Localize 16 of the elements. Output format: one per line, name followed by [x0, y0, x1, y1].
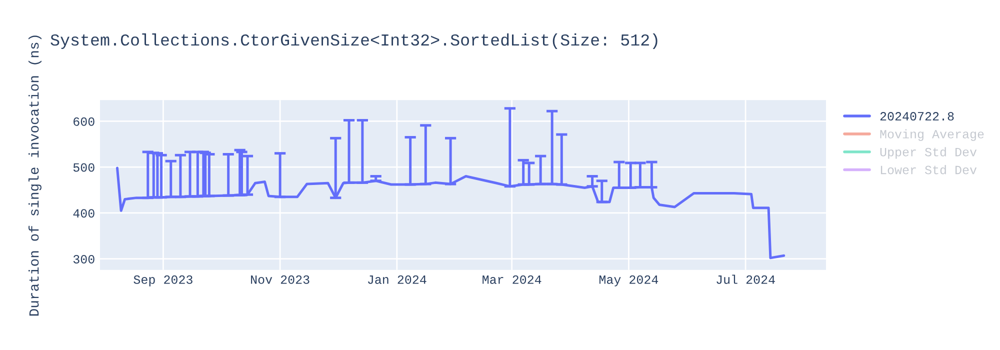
legend-label: Upper Std Dev — [880, 147, 977, 159]
x-tick-label: Mar 2024 — [482, 275, 542, 284]
y-tick-label: 300 — [73, 255, 94, 264]
y-tick-label: 600 — [74, 117, 94, 126]
y-axis-title: Duration of single invocation (ns) — [28, 36, 42, 316]
x-tick-label: Jan 2024 — [368, 275, 426, 284]
chart-title: System.Collections.CtorGivenSize<Int32>.SortedList(Size: 512) — [50, 33, 658, 49]
x-tick-label: May 2024 — [599, 275, 658, 286]
legend-label: 20240722.8 — [880, 112, 954, 121]
legend-label: Lower Std Dev — [880, 165, 977, 174]
y-tick-label: 400 — [73, 209, 94, 218]
x-tick-label: Nov 2023 — [251, 275, 310, 284]
x-tick-label: Jul 2024 — [716, 274, 775, 284]
legend-label: Moving Average — [880, 129, 984, 141]
x-tick-label: Sep 2023 — [134, 275, 192, 286]
y-tick-label: 500 — [73, 163, 94, 172]
